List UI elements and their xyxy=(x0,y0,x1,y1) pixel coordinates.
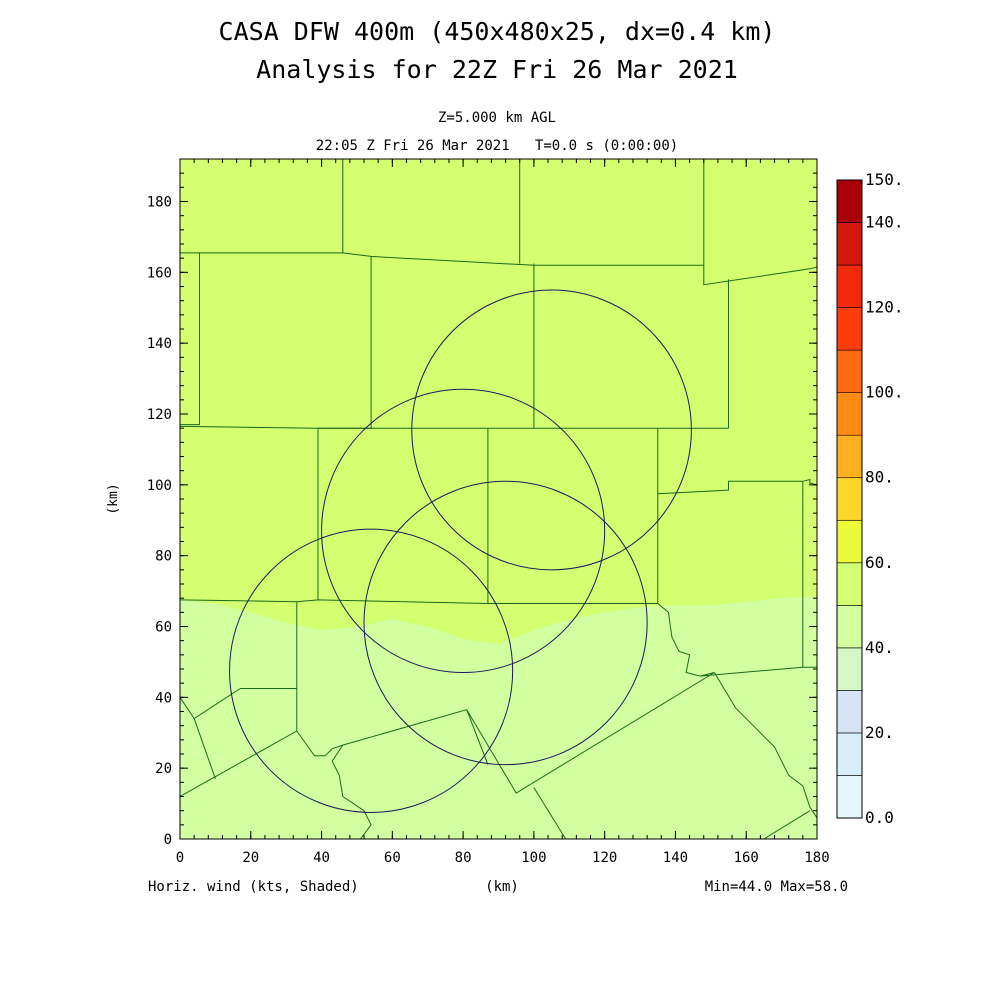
colorbar-band xyxy=(836,434,863,479)
colorbar-label: 150. xyxy=(865,170,904,189)
footer-field-label: Horiz. wind (kts, Shaded) xyxy=(148,879,359,895)
colorbar-label: 20. xyxy=(865,723,894,742)
colorbar-band xyxy=(836,222,863,266)
county-line-24 xyxy=(763,810,811,839)
x-tick-label: 100 xyxy=(521,850,546,866)
x-tick-label: 80 xyxy=(455,850,472,866)
chart-title-line-2: Analysis for 22Z Fri 26 Mar 2021 xyxy=(256,55,738,84)
radar-ring-1 xyxy=(321,388,606,674)
county-line-18 xyxy=(193,718,216,779)
colorbar-band xyxy=(836,264,863,308)
x-tick-label: 60 xyxy=(384,850,401,866)
x-tick-label: 0 xyxy=(176,850,184,866)
y-tick-label: 120 xyxy=(147,407,172,423)
colorbar-label: 40. xyxy=(865,638,894,657)
y-tick-label: 140 xyxy=(147,336,172,352)
y-tick-label: 60 xyxy=(155,620,172,636)
y-tick-label: 180 xyxy=(147,195,172,211)
colorbar-band xyxy=(836,647,863,691)
shaded-region-south xyxy=(180,596,817,839)
chart-title-line-1: CASA DFW 400m (450x480x25, dx=0.4 km) xyxy=(219,17,776,46)
x-tick-label: 160 xyxy=(734,850,759,866)
colorbar-band xyxy=(836,690,863,734)
y-tick-label: 80 xyxy=(155,549,172,565)
county-line-20 xyxy=(331,744,372,839)
y-tick-label: 0 xyxy=(164,832,172,848)
county-line-19 xyxy=(296,666,803,794)
y-tick-label: 160 xyxy=(147,265,172,281)
colorbar-band xyxy=(836,519,863,564)
y-tick-label: 100 xyxy=(147,478,172,494)
plot-area xyxy=(180,159,817,839)
plot-contents xyxy=(180,159,817,839)
colorbar-band xyxy=(836,179,863,223)
county-line-22 xyxy=(533,787,567,839)
radar-ring-2 xyxy=(363,480,648,766)
county-line-14 xyxy=(180,599,701,677)
colorbar-frame xyxy=(836,179,863,819)
colorbar-band xyxy=(836,392,863,436)
colorbar: 0.0 20. 40. 60. 80. 100. 120. 140. 150. xyxy=(836,170,904,827)
county-line-1 xyxy=(180,252,200,426)
radar-ring-3 xyxy=(229,528,514,813)
colorbar-label: 0.0 xyxy=(865,808,894,827)
y-axis-label: (km) xyxy=(106,483,121,514)
colorbar-label: 120. xyxy=(865,298,904,317)
x-tick-label: 20 xyxy=(242,850,259,866)
x-axis-label: (km) xyxy=(485,879,519,895)
colorbar-label: 80. xyxy=(865,468,894,487)
colorbar-label: 60. xyxy=(865,553,894,572)
colorbar-band xyxy=(836,605,863,649)
x-tick-label: 180 xyxy=(804,850,829,866)
y-tick-label: 20 xyxy=(155,761,172,777)
axes: 0 20 40 60 80 100 120 140 160 180 0 20 40 60 80 100 120 1… xyxy=(147,158,830,866)
colorbar-band xyxy=(836,307,863,351)
county-line-6 xyxy=(703,265,817,286)
colorbar-band xyxy=(836,775,863,819)
time-subtitle: 22:05 Z Fri 26 Mar 2021 T=0.0 s (0:00:00… xyxy=(316,138,678,154)
county-line-23 xyxy=(713,672,817,819)
colorbar-band xyxy=(836,477,863,521)
x-tick-label: 120 xyxy=(592,850,617,866)
radar-ring-0 xyxy=(411,289,692,571)
colorbar-label: 140. xyxy=(865,213,904,232)
level-subtitle: Z=5.000 km AGL xyxy=(438,110,556,126)
colorbar-band xyxy=(836,349,863,393)
county-line-15 xyxy=(180,601,298,800)
x-tick-label: 140 xyxy=(663,850,688,866)
x-tick-label: 40 xyxy=(313,850,330,866)
colorbar-label: 100. xyxy=(865,383,904,402)
colorbar-band xyxy=(836,732,863,776)
min-max-label: Min=44.0 Max=58.0 xyxy=(705,879,848,895)
y-tick-label: 40 xyxy=(155,690,172,706)
colorbar-band xyxy=(836,562,863,606)
